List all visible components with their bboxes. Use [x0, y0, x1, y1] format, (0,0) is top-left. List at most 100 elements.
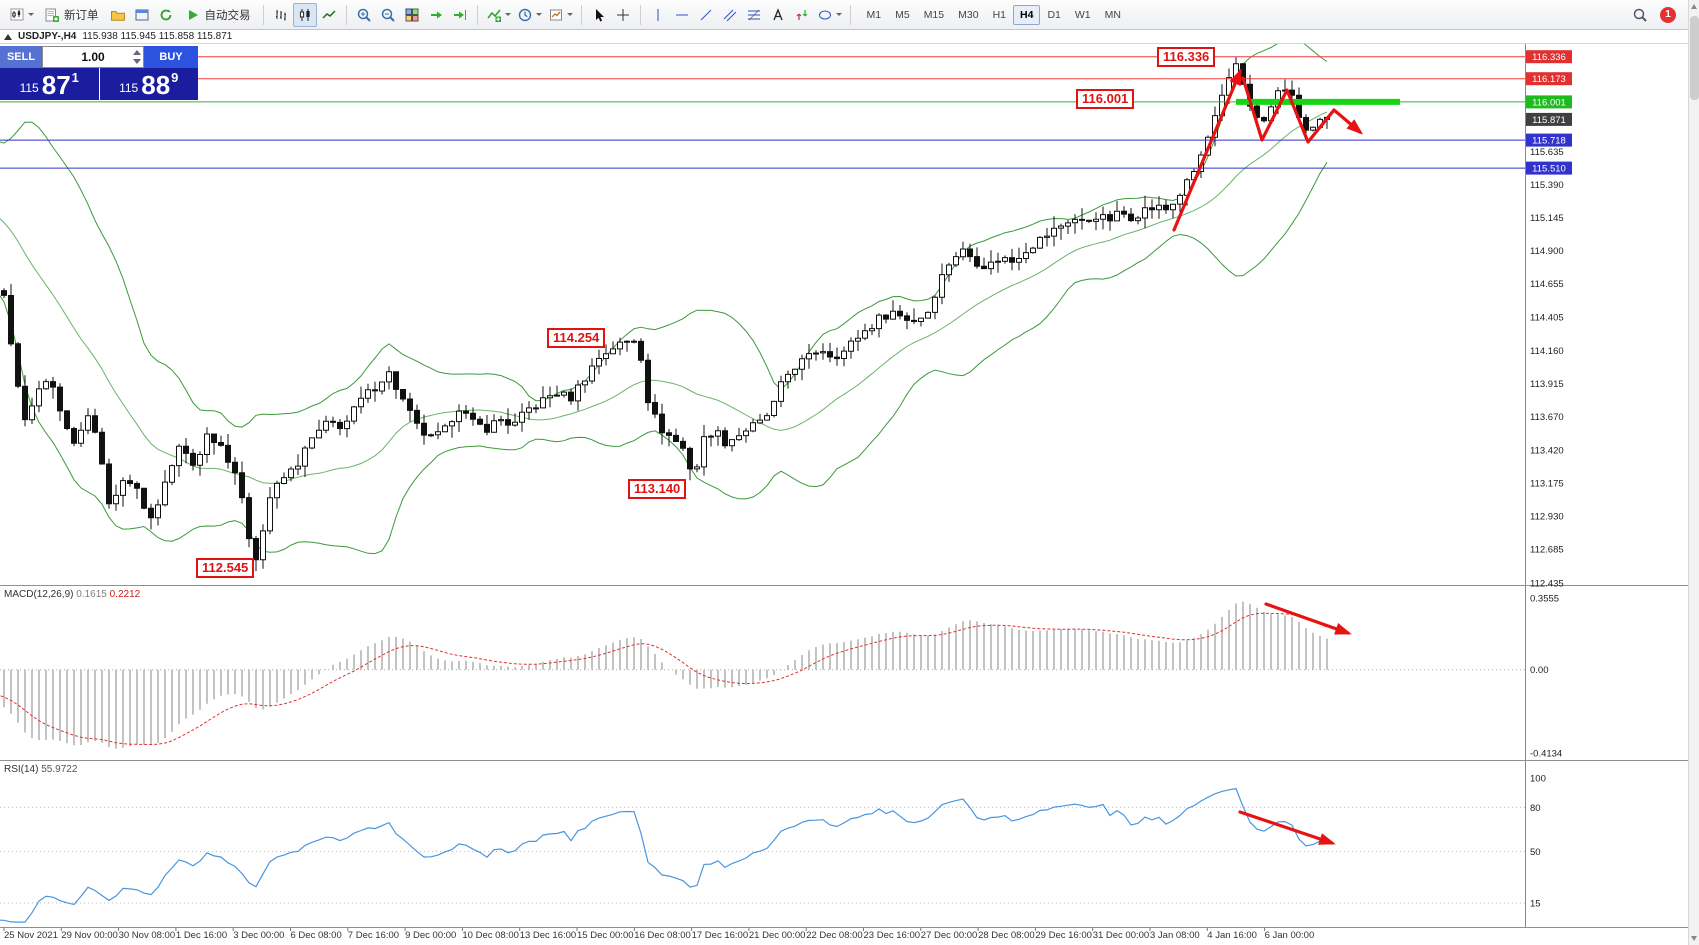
- buy-price[interactable]: 115 88 9: [99, 68, 198, 100]
- arrows-icon: [796, 9, 807, 20]
- navigator-icon: [160, 8, 171, 20]
- bear-candles: [0, 63, 1309, 561]
- channel-icon: [723, 9, 736, 21]
- price-tick-label: 113.915: [1530, 379, 1564, 390]
- trend-arrow[interactable]: [1238, 810, 1334, 845]
- scroll-up-icon[interactable]: [1691, 4, 1697, 9]
- candles-icon: [299, 8, 310, 21]
- date-label: 23 Dec 16:00: [863, 930, 921, 941]
- price-annotation[interactable]: 112.545: [196, 558, 255, 578]
- timeframe-d1[interactable]: D1: [1047, 8, 1061, 21]
- tile-windows-icon[interactable]: [400, 3, 424, 27]
- fibonacci-icon[interactable]: [742, 3, 766, 27]
- price-annotation[interactable]: 113.140: [628, 479, 687, 499]
- symbol-period-label: USDJPY-,H4: [18, 31, 77, 42]
- timeframe-toolbar: M1 M5 M15 M30 H1 H4 D1 W1 MN: [860, 4, 1128, 25]
- price-tick-label: 115.635: [1530, 147, 1564, 158]
- new-chart-icon[interactable]: [6, 3, 37, 27]
- vline-icon[interactable]: [646, 3, 670, 27]
- new-chart-icon: [10, 8, 24, 20]
- zoom-in-icon[interactable]: [352, 3, 376, 27]
- market-watch-icon[interactable]: [130, 3, 154, 27]
- rsi-line: [0, 787, 1328, 923]
- auto-scroll-icon[interactable]: [424, 3, 448, 27]
- trend-arrow[interactable]: [1241, 76, 1362, 144]
- macd-label: MACD(12,26,9) 0.1615 0.2212: [4, 589, 141, 600]
- cursor-icon: [595, 8, 604, 21]
- spin-up-icon[interactable]: [133, 50, 141, 55]
- periods-icon[interactable]: [514, 3, 545, 27]
- sell-button[interactable]: SELL: [0, 46, 42, 68]
- sell-price-prefix: 115: [19, 81, 39, 95]
- templates-icon[interactable]: [545, 3, 576, 27]
- trendline-icon[interactable]: [694, 3, 718, 27]
- new-order-icon: [45, 8, 59, 22]
- line-chart-icon[interactable]: [317, 3, 341, 27]
- price-annotation[interactable]: 116.001: [1076, 89, 1135, 109]
- crosshair-icon[interactable]: [611, 3, 635, 27]
- timeframe-m15[interactable]: M15: [923, 8, 945, 21]
- sell-price[interactable]: 115 87 1: [0, 68, 99, 100]
- search-icon[interactable]: [1628, 3, 1652, 27]
- cursor-icon[interactable]: [587, 3, 611, 27]
- new-order-button[interactable]: 新订单: [37, 3, 106, 27]
- price-tick-label: 112.930: [1530, 512, 1564, 523]
- price-annotation[interactable]: 114.254: [547, 328, 606, 348]
- volume-input[interactable]: 1.00: [42, 46, 144, 68]
- scrollbar-thumb[interactable]: [1690, 16, 1699, 100]
- price-marker-label: 115.718: [1526, 133, 1572, 147]
- timeframe-w1[interactable]: W1: [1074, 8, 1091, 21]
- price-marker-label: 115.871: [1526, 112, 1572, 126]
- hline-icon[interactable]: [670, 3, 694, 27]
- spin-down-icon[interactable]: [133, 59, 141, 64]
- auto-trading-label: 自动交易: [204, 9, 251, 22]
- buy-price-pip: 9: [171, 70, 179, 85]
- timeframe-h1[interactable]: H1: [992, 8, 1006, 21]
- date-label: 6 Jan 00:00: [1264, 930, 1315, 941]
- sell-price-pip: 1: [71, 70, 79, 85]
- timeframe-m5[interactable]: M5: [895, 8, 910, 21]
- svg-text:116.173: 116.173: [1532, 74, 1566, 85]
- timeframe-m30[interactable]: M30: [958, 8, 979, 21]
- text-icon[interactable]: [766, 3, 790, 27]
- timeframe-mn[interactable]: MN: [1104, 8, 1121, 21]
- profiles-icon[interactable]: [106, 3, 130, 27]
- arrows-icon[interactable]: [790, 3, 814, 27]
- shapes-icon[interactable]: [814, 3, 845, 27]
- price-tick-label: 113.670: [1530, 412, 1564, 423]
- bars-icon: [275, 9, 286, 20]
- indicators-icon[interactable]: [483, 3, 514, 27]
- timeframe-m1[interactable]: M1: [866, 8, 882, 21]
- toolbar-right: 1: [1628, 3, 1682, 27]
- navigator-icon[interactable]: [154, 3, 178, 27]
- chart-shift-icon[interactable]: [448, 3, 472, 27]
- buy-button[interactable]: BUY: [144, 46, 198, 68]
- trend-arrow[interactable]: [1172, 70, 1242, 232]
- bars-icon[interactable]: [269, 3, 293, 27]
- toolbar-buttons: 新订单 自动交易: [6, 2, 856, 27]
- vertical-scrollbar[interactable]: [1688, 0, 1699, 945]
- zoom-out-icon[interactable]: [376, 3, 400, 27]
- price-annotation[interactable]: 116.336: [1157, 47, 1216, 67]
- notification-badge[interactable]: 1: [1660, 6, 1676, 23]
- scroll-down-icon[interactable]: [1691, 936, 1697, 941]
- chevron-down-icon: [28, 13, 34, 16]
- channel-icon[interactable]: [718, 3, 742, 27]
- chart-canvas[interactable]: 115.635 115.390 115.145 114.900 114.655 114.4…: [0, 44, 1688, 945]
- price-tick-label: 115.390: [1530, 180, 1564, 191]
- trend-arrow[interactable]: [1264, 602, 1350, 635]
- date-label: 17 Dec 16:00: [691, 930, 749, 941]
- chevron-down-icon: [835, 13, 842, 16]
- price-tick-label: 114.900: [1530, 246, 1564, 257]
- date-label: 10 Dec 08:00: [462, 930, 519, 941]
- auto-trading-button[interactable]: 自动交易: [178, 3, 258, 27]
- buy-price-big: 88: [141, 70, 171, 100]
- timeframe-h4[interactable]: H4: [1013, 4, 1041, 25]
- volume-spinner[interactable]: [133, 50, 141, 64]
- date-label: 15 Dec 00:00: [577, 930, 634, 941]
- tile-windows-icon: [405, 8, 418, 21]
- svg-text:115.718: 115.718: [1532, 136, 1566, 147]
- market-watch-icon: [135, 9, 148, 20]
- candles-icon[interactable]: [292, 2, 317, 27]
- macd-axis-label: 0.00: [1530, 665, 1549, 676]
